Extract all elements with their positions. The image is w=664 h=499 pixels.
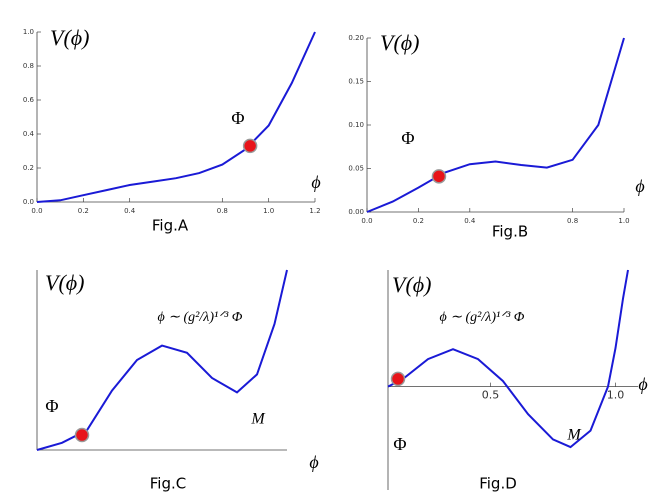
x-label: ϕ [635, 176, 644, 196]
marker-label: Φ [45, 396, 58, 416]
x-tick-label: 0.0 [31, 207, 42, 215]
marker-label: Φ [401, 128, 414, 148]
curve [366, 37, 625, 213]
annotation: M [566, 427, 582, 444]
title: Fig.B [492, 223, 528, 241]
y-label: V(ϕ) [45, 270, 84, 295]
x-label: ϕ [638, 374, 647, 394]
x-tick-label: 0.4 [464, 217, 476, 225]
title-background [480, 222, 540, 242]
annotation: M [250, 411, 266, 428]
x-tick-label: 0.4 [124, 207, 136, 215]
annotation: ϕ ∼ (g²/λ)¹ᐟ³ Φ [440, 310, 525, 325]
marker [242, 138, 258, 154]
x-label: ϕ [311, 172, 320, 192]
title-background [138, 474, 198, 494]
title-background [140, 216, 200, 236]
x-tick-label: 0.8 [567, 217, 578, 225]
x-label: ϕ [309, 452, 318, 472]
title: Fig.A [152, 217, 189, 235]
marker [390, 371, 406, 387]
y-tick-label: 0.00 [348, 208, 364, 216]
curve [387, 269, 629, 449]
x-tick-label: 0.5 [482, 389, 500, 402]
title-background [468, 474, 528, 494]
curve [36, 31, 316, 203]
curve [36, 269, 288, 451]
y-tick-label: 0.20 [348, 34, 364, 42]
marker [74, 427, 90, 443]
y-tick-label: 0.0 [23, 198, 34, 206]
y-tick-label: 0.8 [23, 62, 34, 70]
annotation: ϕ ∼ (g²/λ)¹ᐟ³ Φ [158, 310, 243, 325]
x-tick-label: 1.0 [607, 389, 625, 402]
x-tick-label: 0.2 [78, 207, 89, 215]
y-tick-label: 0.2 [23, 164, 34, 172]
x-tick-label: 1.0 [618, 217, 629, 225]
x-tick-label: 1.0 [263, 207, 274, 215]
y-tick-label: 1.0 [23, 28, 34, 36]
x-tick-label: 1.2 [309, 207, 320, 215]
marker-label: Φ [393, 434, 406, 454]
y-tick-label: 0.05 [348, 165, 364, 173]
x-tick-label: 0.0 [361, 217, 372, 225]
marker-label: Φ [231, 108, 244, 128]
y-tick-label: 0.6 [23, 96, 35, 104]
x-tick-label: 0.8 [217, 207, 228, 215]
y-label: V(ϕ) [380, 30, 419, 55]
y-tick-label: 0.4 [23, 130, 35, 138]
title: Fig.C [150, 475, 186, 493]
y-tick-label: 0.10 [348, 121, 364, 129]
y-label: V(ϕ) [50, 25, 89, 50]
marker [431, 169, 447, 184]
title: Fig.D [479, 475, 517, 493]
y-label: V(ϕ) [392, 272, 431, 297]
y-tick-label: 0.15 [348, 78, 364, 86]
x-tick-label: 0.2 [413, 217, 424, 225]
